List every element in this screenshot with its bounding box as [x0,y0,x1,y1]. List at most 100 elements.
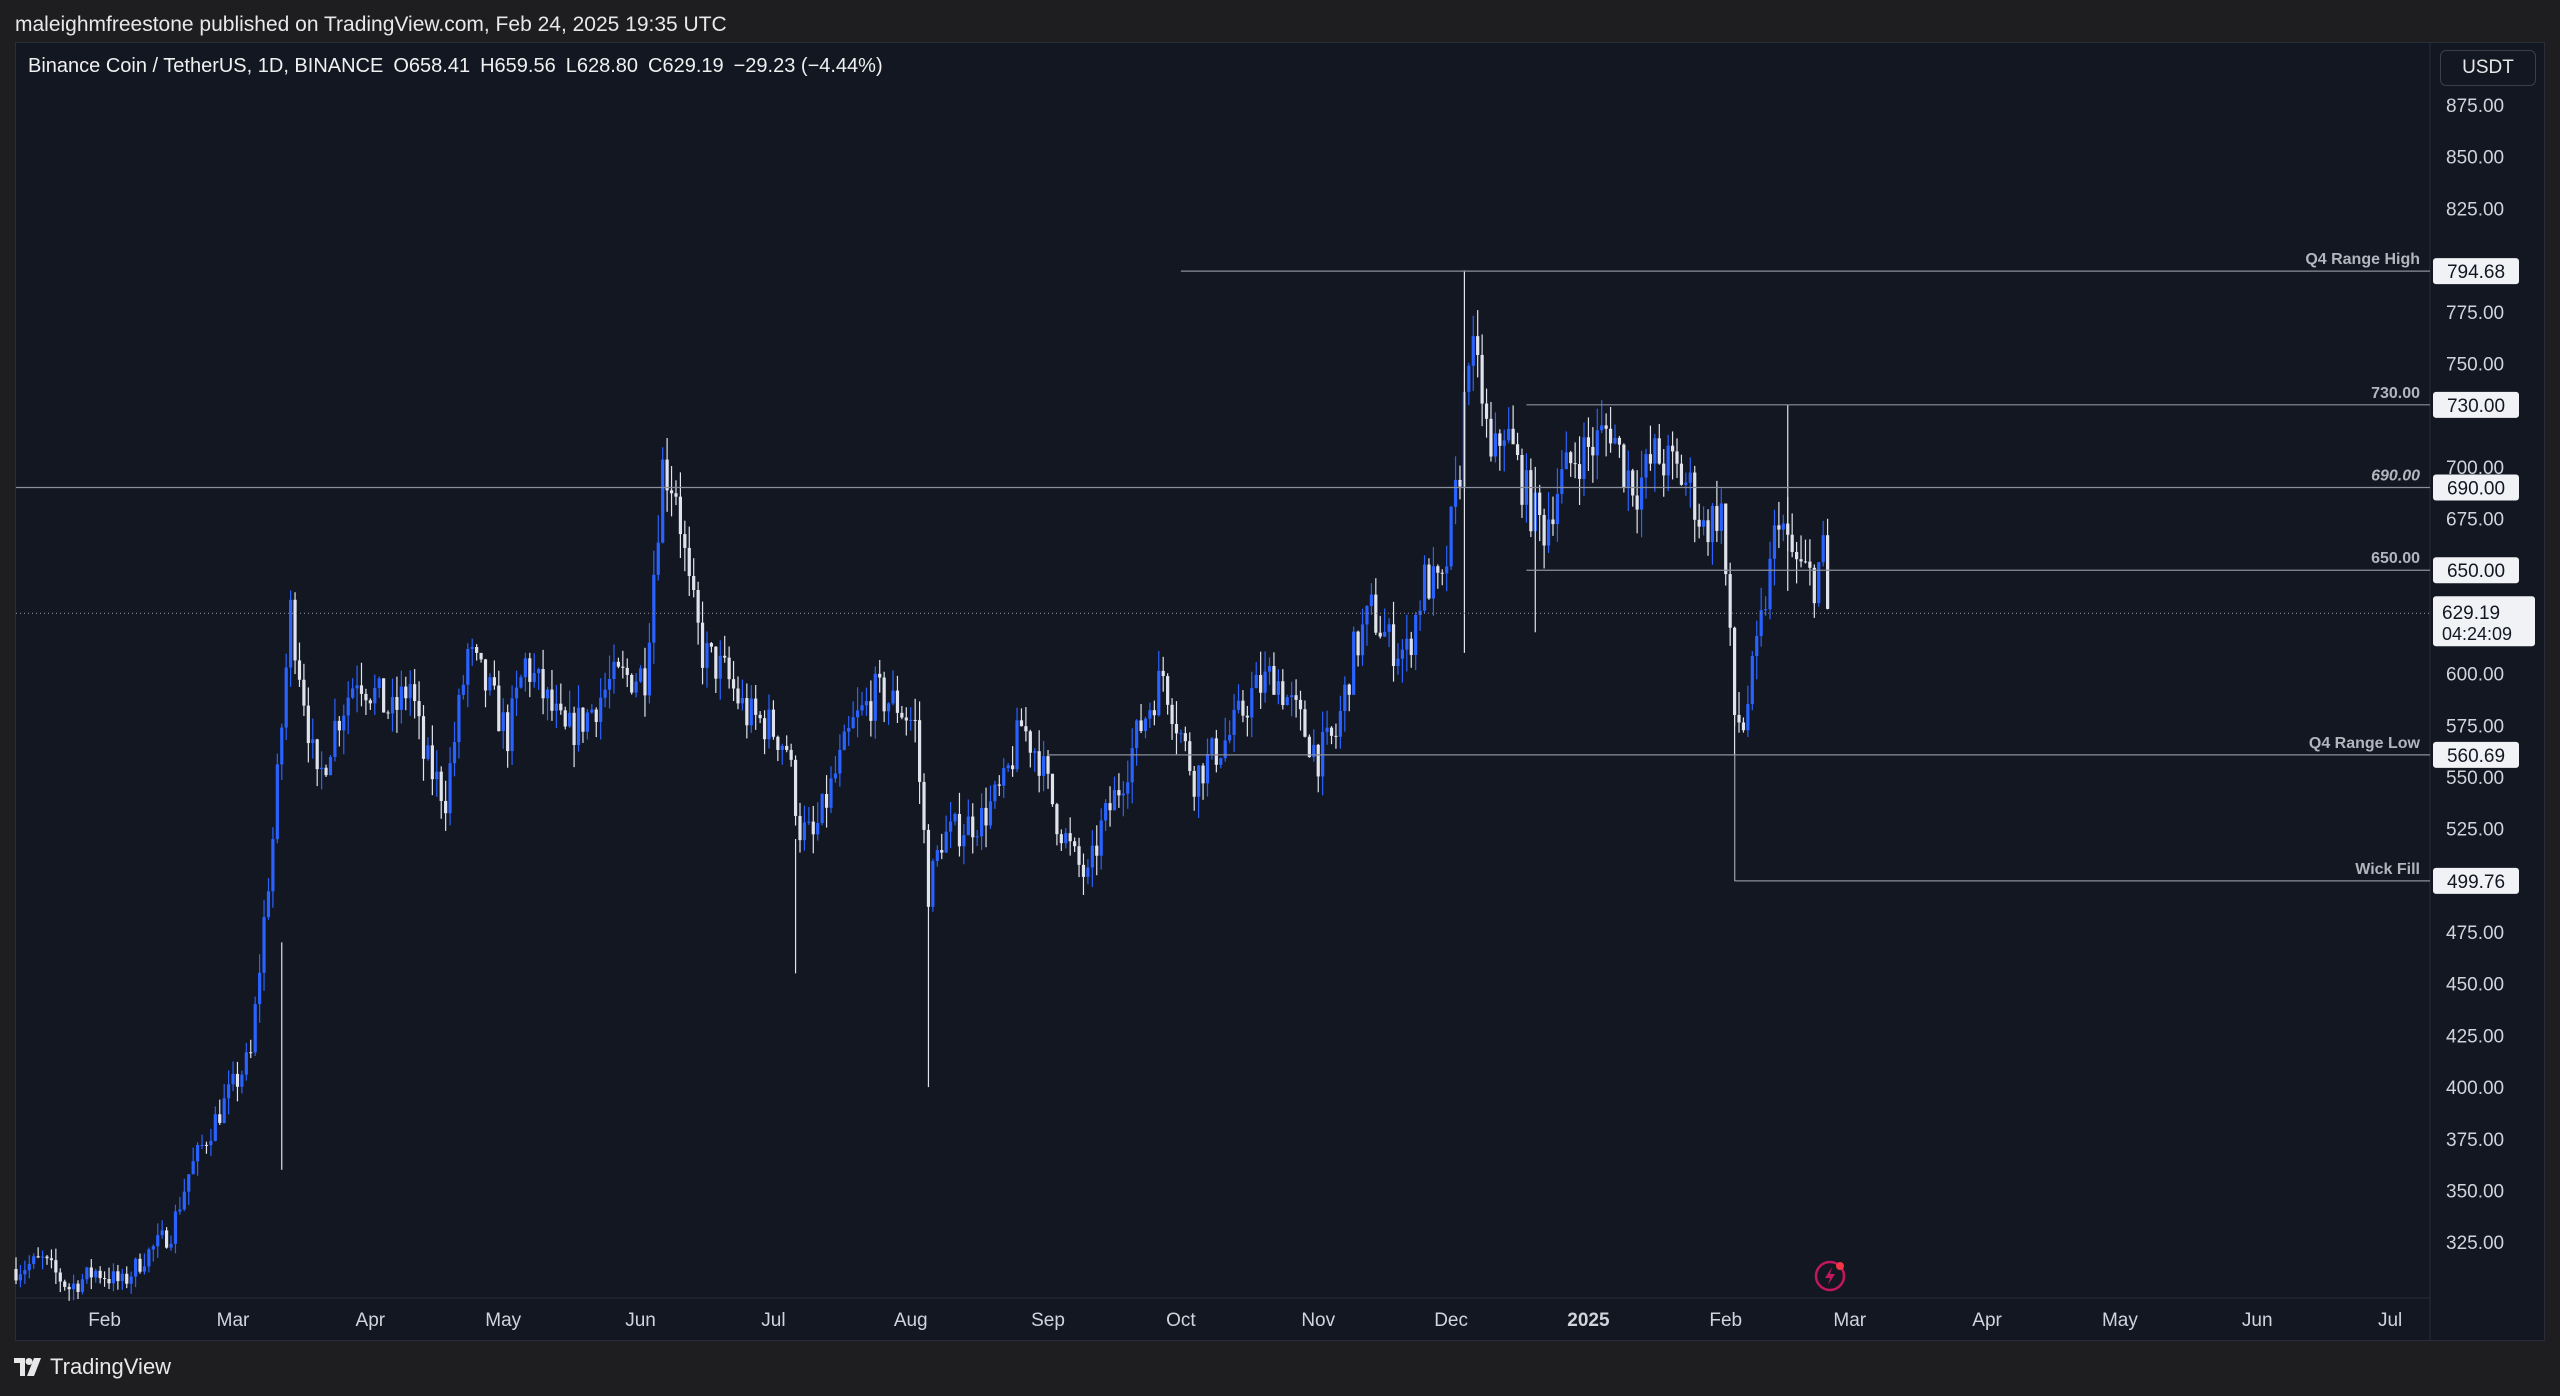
candle-body [510,698,514,752]
candle-body [1710,506,1715,543]
candle-body [674,493,678,497]
candle-body [851,717,855,728]
candle-body [160,1230,164,1236]
candle-body [1139,720,1143,732]
candle-body [1259,674,1263,693]
candle-body [1192,770,1196,797]
candle-body [966,816,970,836]
candle-body [284,667,288,728]
candle-body [178,1209,182,1212]
level-price-tag [2433,557,2519,584]
candlestick-chart[interactable]: Q4 Range High 794.68 730.00 730.00 690.00 690… [0,0,2560,1341]
y-tick-label: 700.00 [2446,458,2504,479]
candle-body [89,1267,93,1278]
candle-body [355,685,359,689]
candle-body [408,684,412,699]
candle-body [479,652,483,660]
chart-panel[interactable] [15,42,2545,1341]
candle-body [1099,820,1103,856]
candle-body [1631,470,1635,496]
symbol-name[interactable]: Binance Coin / TetherUS, 1D, BINANCE [28,55,384,77]
y-tick-label: 575.00 [2446,716,2504,737]
published-line: maleighmfreestone published on TradingVi… [15,13,727,36]
candle-body [1741,722,1746,731]
candle-body [634,681,638,693]
flash-icon[interactable] [1813,1259,1847,1293]
y-tick-label: 550.00 [2446,768,2504,789]
candle-body [1166,676,1170,705]
candle-body [306,705,310,744]
candle-body [169,1243,173,1248]
candle-body [678,496,683,535]
candle-body [661,459,665,543]
y-tick-label: 525.00 [2446,820,2504,841]
candle-body [218,1114,222,1123]
candle-body [1236,700,1241,710]
candle-body [196,1145,200,1162]
candle-body [1675,451,1679,464]
candle-body [563,710,567,727]
candle-body [426,745,430,759]
x-tick-label: Jul [2378,1310,2402,1331]
candle-body [1480,354,1484,404]
close-value: C629.19 [648,55,724,77]
candle-body [1015,720,1019,770]
candle-body [1715,506,1719,531]
y-tick-label: 400.00 [2446,1078,2504,1099]
candle-body [1064,833,1068,844]
high-value: H659.56 [480,55,556,77]
currency-selector[interactable]: USDT [2440,50,2536,86]
x-tick-label: Feb [1709,1310,1742,1331]
tradingview-logo[interactable]: TradingView [14,1354,171,1380]
candle-body [1267,666,1272,672]
candle-body [1440,572,1444,574]
candle-body [599,697,603,722]
candle-body [94,1270,98,1278]
candle-body [771,709,776,737]
candle-body [40,1256,45,1258]
level-price-tag-label: 794.68 [2447,262,2505,283]
candle-body [271,839,275,892]
candle-body [665,459,669,491]
y-tick-label: 325.00 [2446,1233,2504,1254]
candle-body [1493,433,1498,457]
candle-body [1600,425,1604,431]
candle-body [824,793,829,808]
candle-body [80,1279,85,1292]
candle-body [102,1278,107,1280]
candle-body [1285,697,1289,705]
candle-body [1365,606,1369,625]
candle-body [1263,671,1267,693]
candle-body [1781,523,1785,530]
candle-body [1006,765,1010,769]
candle-body [895,690,900,713]
candle-body [550,689,554,711]
candle-body [988,801,993,826]
candle-body [1750,656,1754,704]
candle-body [1197,765,1201,797]
candle-body [1250,688,1254,718]
candle-body [1312,744,1316,758]
publish-bar: maleighmfreestone published on TradingVi… [0,0,2560,48]
candle-body [302,679,306,706]
candle-body [111,1271,116,1284]
candle-body [1573,463,1577,465]
candle-body [957,813,962,847]
candle-body [1205,754,1210,784]
candle-body [1281,681,1285,705]
candle-body [1117,790,1121,796]
candle-body [1104,803,1108,821]
candle-body [811,821,815,835]
candle-body [1223,740,1227,759]
candle-body [709,643,714,647]
candle-body [1090,845,1094,868]
candle-body [860,705,864,711]
candle-body [421,716,426,759]
candle-body [1352,631,1356,695]
candle-body [200,1144,204,1146]
candle-body [107,1279,111,1284]
x-tick-label: Apr [1972,1310,2002,1331]
candle-body [882,677,886,712]
candle-body [1728,574,1732,628]
low-value: L628.80 [565,55,638,77]
